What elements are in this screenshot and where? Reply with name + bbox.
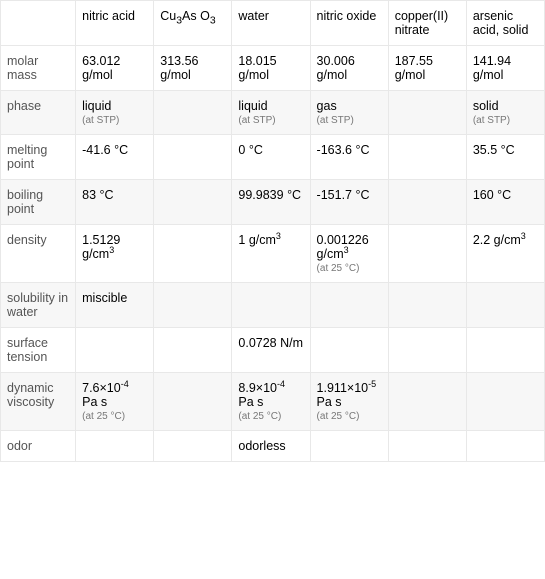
data-cell: 313.56 g/mol (154, 46, 232, 91)
data-cell: 0 °C (232, 135, 310, 180)
data-cell: 99.9839 °C (232, 180, 310, 225)
data-cell: miscible (76, 283, 154, 328)
table-row: surface tension 0.0728 N/m (1, 328, 545, 373)
data-cell (466, 328, 544, 373)
data-cell: liquid(at STP) (76, 91, 154, 135)
data-cell (154, 328, 232, 373)
condition-note: (at STP) (317, 115, 382, 126)
data-cell: 30.006 g/mol (310, 46, 388, 91)
row-label: melting point (1, 135, 76, 180)
row-label: solubility in water (1, 283, 76, 328)
table-row: molar mass63.012 g/mol313.56 g/mol18.015… (1, 46, 545, 91)
table-row: boiling point83 °C 99.9839 °C-151.7 °C 160… (1, 180, 545, 225)
data-cell (388, 180, 466, 225)
data-cell (154, 373, 232, 431)
data-cell: 63.012 g/mol (76, 46, 154, 91)
data-cell: 0.0728 N/m (232, 328, 310, 373)
condition-note: (at STP) (238, 115, 303, 126)
data-cell: 1.911×10-5 Pa s(at 25 °C) (310, 373, 388, 431)
condition-note: (at 25 °C) (238, 411, 303, 422)
corner-cell (1, 1, 76, 46)
table-row: dynamic viscosity7.6×10-4 Pa s(at 25 °C)… (1, 373, 545, 431)
row-label: density (1, 225, 76, 283)
condition-note: (at 25 °C) (317, 263, 382, 274)
data-cell (154, 225, 232, 283)
data-cell: 141.94 g/mol (466, 46, 544, 91)
data-cell (76, 328, 154, 373)
col-header-nitric-acid: nitric acid (76, 1, 154, 46)
row-label: dynamic viscosity (1, 373, 76, 431)
row-label: surface tension (1, 328, 76, 373)
data-cell (388, 283, 466, 328)
header-row: nitric acid Cu3As O3 water nitric oxide … (1, 1, 545, 46)
data-cell: 8.9×10-4 Pa s(at 25 °C) (232, 373, 310, 431)
data-cell: 18.015 g/mol (232, 46, 310, 91)
condition-note: (at STP) (473, 115, 538, 126)
row-label: molar mass (1, 46, 76, 91)
data-cell: gas(at STP) (310, 91, 388, 135)
data-cell (388, 431, 466, 462)
col-header-cu3aso3: Cu3As O3 (154, 1, 232, 46)
properties-table: nitric acid Cu3As O3 water nitric oxide … (0, 0, 545, 462)
data-cell (76, 431, 154, 462)
data-cell: -163.6 °C (310, 135, 388, 180)
data-cell (154, 135, 232, 180)
data-cell: 2.2 g/cm3 (466, 225, 544, 283)
table-row: odor odorless (1, 431, 545, 462)
row-label: odor (1, 431, 76, 462)
data-cell (388, 373, 466, 431)
data-cell (154, 283, 232, 328)
table-body: molar mass63.012 g/mol313.56 g/mol18.015… (1, 46, 545, 462)
data-cell (466, 431, 544, 462)
data-cell: liquid(at STP) (232, 91, 310, 135)
condition-note: (at STP) (82, 115, 147, 126)
col-header-water: water (232, 1, 310, 46)
data-cell: odorless (232, 431, 310, 462)
table-row: density1.5129 g/cm3 1 g/cm30.001226 g/cm3… (1, 225, 545, 283)
data-cell: 0.001226 g/cm3(at 25 °C) (310, 225, 388, 283)
data-cell (310, 328, 388, 373)
col-header-arsenic-acid: arsenic acid, solid (466, 1, 544, 46)
data-cell (388, 225, 466, 283)
data-cell: 1 g/cm3 (232, 225, 310, 283)
data-cell: 1.5129 g/cm3 (76, 225, 154, 283)
data-cell (466, 283, 544, 328)
data-cell (466, 373, 544, 431)
table-row: solubility in watermiscible (1, 283, 545, 328)
col-header-nitric-oxide: nitric oxide (310, 1, 388, 46)
data-cell (232, 283, 310, 328)
data-cell (154, 431, 232, 462)
condition-note: (at 25 °C) (317, 411, 382, 422)
data-cell (310, 283, 388, 328)
data-cell: solid(at STP) (466, 91, 544, 135)
data-cell (388, 328, 466, 373)
data-cell: 160 °C (466, 180, 544, 225)
data-cell: -41.6 °C (76, 135, 154, 180)
data-cell (388, 135, 466, 180)
data-cell: 83 °C (76, 180, 154, 225)
row-label: boiling point (1, 180, 76, 225)
table-row: phaseliquid(at STP)liquid(at STP)gas(at … (1, 91, 545, 135)
col-header-copper-nitrate: copper(II) nitrate (388, 1, 466, 46)
condition-note: (at 25 °C) (82, 411, 147, 422)
data-cell (154, 180, 232, 225)
data-cell: 35.5 °C (466, 135, 544, 180)
row-label: phase (1, 91, 76, 135)
data-cell (154, 91, 232, 135)
table-row: melting point-41.6 °C 0 °C-163.6 °C 35.5 °… (1, 135, 545, 180)
data-cell (310, 431, 388, 462)
data-cell: -151.7 °C (310, 180, 388, 225)
data-cell: 187.55 g/mol (388, 46, 466, 91)
data-cell (388, 91, 466, 135)
data-cell: 7.6×10-4 Pa s(at 25 °C) (76, 373, 154, 431)
